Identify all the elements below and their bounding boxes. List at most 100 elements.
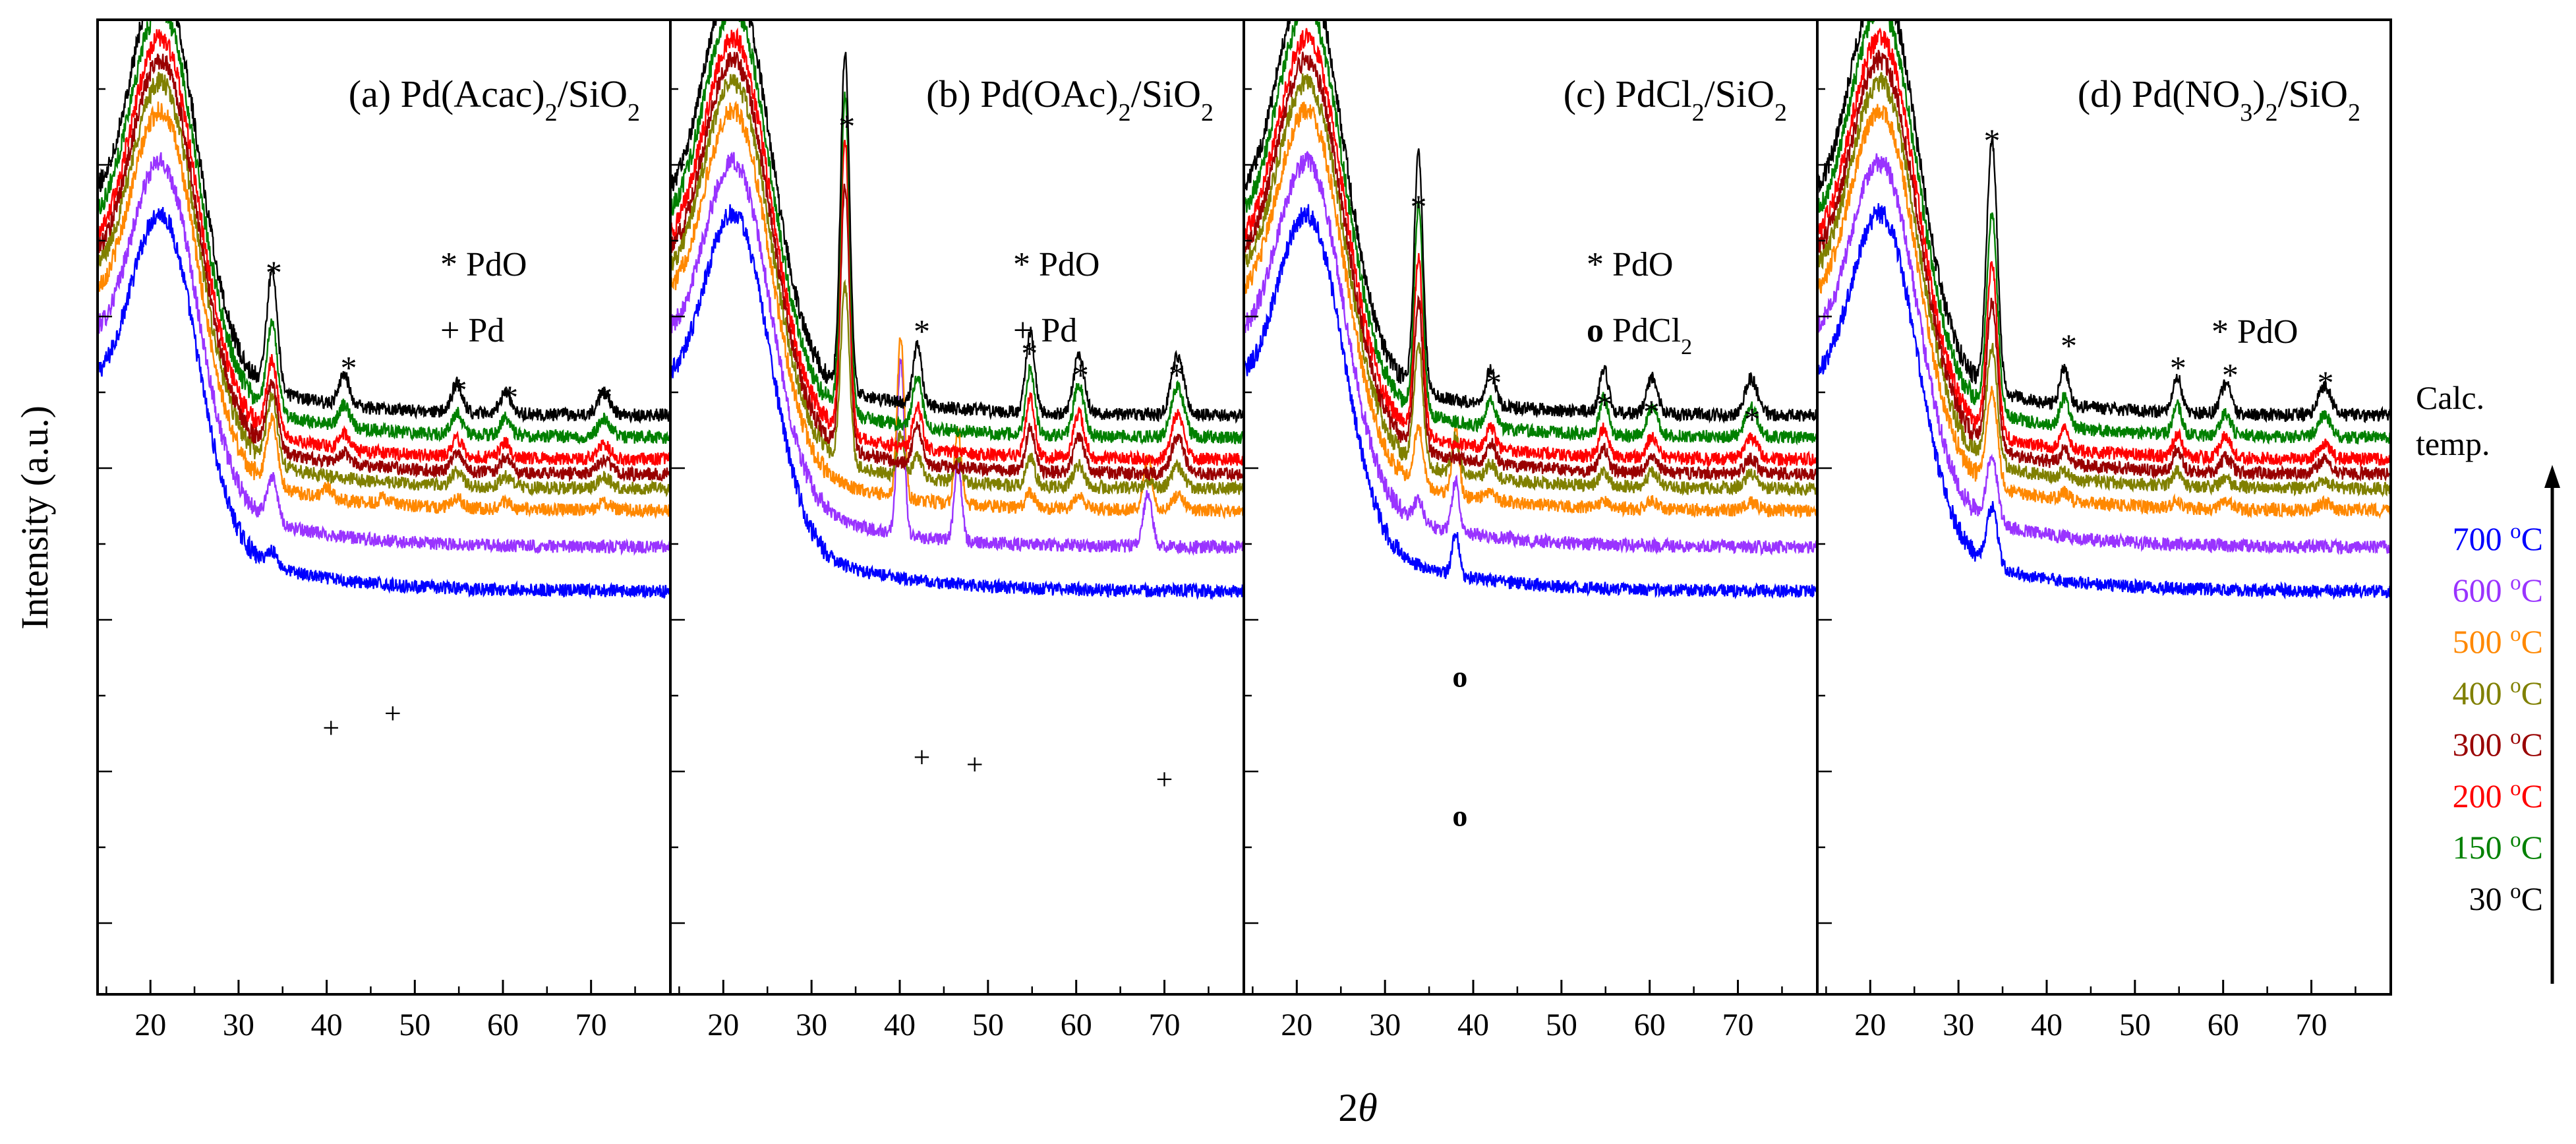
panel-title: (c) PdCl2/SiO2 [1564,73,1787,127]
peak-marker: * [451,371,467,408]
x-tick-label: 50 [2119,1008,2151,1042]
trace-300C [98,53,670,483]
x-tick-label: 20 [1854,1008,1886,1042]
trace-150C [1244,20,1817,446]
y-axis-label: Intensity (a.u.) [13,406,56,630]
trace-700C [1244,204,1817,600]
trace-600C [670,151,1244,557]
peak-marker: + [1156,762,1173,796]
phase-legend-entry: * PdO [2211,313,2298,351]
peak-marker: * [2170,349,2186,386]
x-axis-label: 2θ [1338,1086,1377,1129]
legend-entry-400C: 400 oC [2453,674,2543,711]
x-tick-label: 20 [707,1008,739,1042]
trace-500C [1244,102,1817,519]
trace-30C [98,20,670,425]
x-tick-label: 40 [1457,1008,1489,1042]
trace-150C [1817,20,2391,445]
panel-frame [1816,18,2392,996]
legend-entry-500C: 500 oC [2453,622,2543,660]
trace-30C [670,20,1244,424]
x-tick-label: 70 [575,1008,607,1042]
trace-200C [670,27,1244,467]
legend-entry-30C: 30 oC [2469,880,2543,917]
panel-title: (d) Pd(NO3)2/SiO2 [2078,73,2360,127]
trace-400C [98,71,670,498]
peak-marker: * [266,254,282,291]
peak-marker: * [1596,386,1613,423]
legend-entry-600C: 600 oC [2453,571,2543,609]
legend-arrow-head [2544,465,2560,488]
peak-marker: * [502,378,518,415]
panel-title: (a) Pd(Acac)2/SiO2 [349,73,640,127]
x-tick-label: 70 [1722,1008,1754,1042]
peak-marker: + [384,696,401,730]
peak-marker: * [1169,357,1185,394]
peak-marker: * [914,313,930,349]
x-tick-label: 30 [1369,1008,1401,1042]
x-tick-label: 60 [487,1008,519,1042]
panel-c: 20 30 40 50 60 70 (c) PdCl2/SiO2 * PdO o PdCl2 * *… [1243,18,1819,1042]
x-tick-label: 50 [399,1008,430,1042]
x-tick-label: 30 [1943,1008,1974,1042]
peak-marker: o [1452,659,1467,693]
trace-150C [98,20,670,445]
trace-200C [98,29,670,467]
x-tick-label: 20 [1281,1008,1312,1042]
trace-200C [1244,28,1817,468]
trace-700C [98,206,670,599]
x-tick-label: 60 [1061,1008,1092,1042]
trace-300C [1244,51,1817,481]
trace-600C [1244,150,1817,557]
peak-marker: * [2222,357,2239,394]
x-tick-label: 50 [972,1008,1004,1042]
x-tick-label: 40 [311,1008,343,1042]
x-tick-label: 30 [796,1008,827,1042]
peak-marker: * [838,107,855,144]
x-tick-label: 70 [2296,1008,2327,1042]
panel-traces [1817,20,2391,601]
peak-marker: + [913,740,930,774]
phase-legend-entry: * PdO [440,246,527,284]
panel-d: 20 30 40 50 60 70 (d) Pd(NO3)2/SiO2 * PdO * * * * * [1816,18,2392,1042]
x-tick-label: 60 [2208,1008,2239,1042]
peak-marker: * [1743,400,1760,437]
peak-marker: * [2061,327,2077,364]
panel-traces [1244,20,1817,600]
trace-150C [670,20,1244,446]
trace-200C [1817,27,2391,468]
peak-marker: * [1984,122,2001,159]
legend-title-line1: Calc. [2416,379,2484,416]
trace-700C [1817,203,2391,601]
peak-marker: * [1485,364,1502,401]
x-tick-label: 40 [884,1008,916,1042]
x-axis-label-theta: θ [1358,1086,1377,1129]
trace-600C [98,152,670,557]
peak-marker: o [1452,798,1467,832]
peak-marker: * [1411,188,1427,225]
phase-legend-entry: + Pd [440,312,504,349]
x-tick-label: 30 [223,1008,254,1042]
temperature-legend: Calc. temp. 700 oC 600 oC 500 oC 400 oC 300 … [2416,379,2560,984]
peak-marker: + [966,748,983,781]
panel-b: 20 30 40 50 60 70(b) Pd(OAc)2/SiO2* PdO+ Pd**… [669,18,1245,1042]
x-tick-label: 50 [1546,1008,1577,1042]
phase-legend-entry: * PdO [1587,246,1673,284]
phase-legend-entry: o PdCl2 [1587,312,1692,359]
panels: 20 30 40 50 60 70 (a) Pd(Acac)2/SiO2 * PdO + Pd *… [96,18,2392,1042]
x-tick-label: 40 [2031,1008,2063,1042]
peak-marker: * [1643,393,1660,430]
peak-marker: * [1021,334,1038,371]
trace-400C [1817,72,2391,498]
trace-500C [98,101,670,520]
legend-entry-200C: 200 oC [2453,777,2543,814]
phase-legend-entry: * PdO [1013,246,1099,284]
trace-30C [1244,20,1817,424]
panel-title: (b) Pd(OAc)2/SiO2 [926,73,1214,127]
legend-title-line2: temp. [2416,425,2490,462]
peak-marker: * [341,349,357,386]
trace-30C [1817,20,2391,423]
x-tick-label: 60 [1634,1008,1666,1042]
x-tick-label: 20 [134,1008,166,1042]
